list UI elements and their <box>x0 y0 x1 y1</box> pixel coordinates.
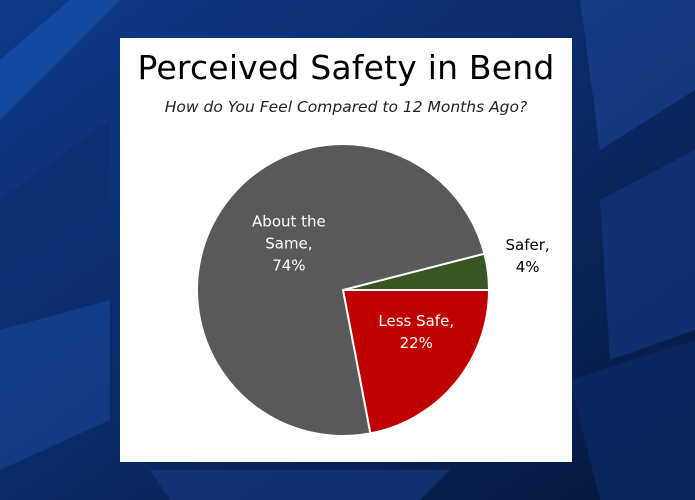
label-about-the-same-line: 74% <box>272 256 305 274</box>
chart-card: Perceived Safety in Bend How do You Feel… <box>120 38 572 462</box>
chart-title: Perceived Safety in Bend <box>137 48 555 87</box>
label-safer-line: Safer, <box>506 236 550 254</box>
label-less-safe-line: Less Safe, <box>378 312 454 330</box>
pie-slices <box>196 143 491 437</box>
label-safer: Safer, 4% <box>506 236 550 276</box>
chart-subtitle: How do You Feel Compared to 12 Months Ag… <box>164 98 528 116</box>
label-about-the-same-line: About the <box>252 212 326 230</box>
label-about-the-same-line: Same, <box>265 234 312 252</box>
slice-less-safe <box>341 289 491 435</box>
pie-chart: Safer, 4% Less Safe, 22% About the Same, 74% <box>196 143 550 437</box>
label-safer-line: 4% <box>516 258 540 276</box>
slice-about-the-same <box>196 143 486 437</box>
pie-labels: Safer, 4% Less Safe, 22% About the Same, 74% <box>252 212 550 352</box>
label-less-safe-line: 22% <box>400 334 433 352</box>
label-less-safe: Less Safe, 22% <box>378 312 454 352</box>
label-about-the-same: About the Same, 74% <box>252 212 326 274</box>
